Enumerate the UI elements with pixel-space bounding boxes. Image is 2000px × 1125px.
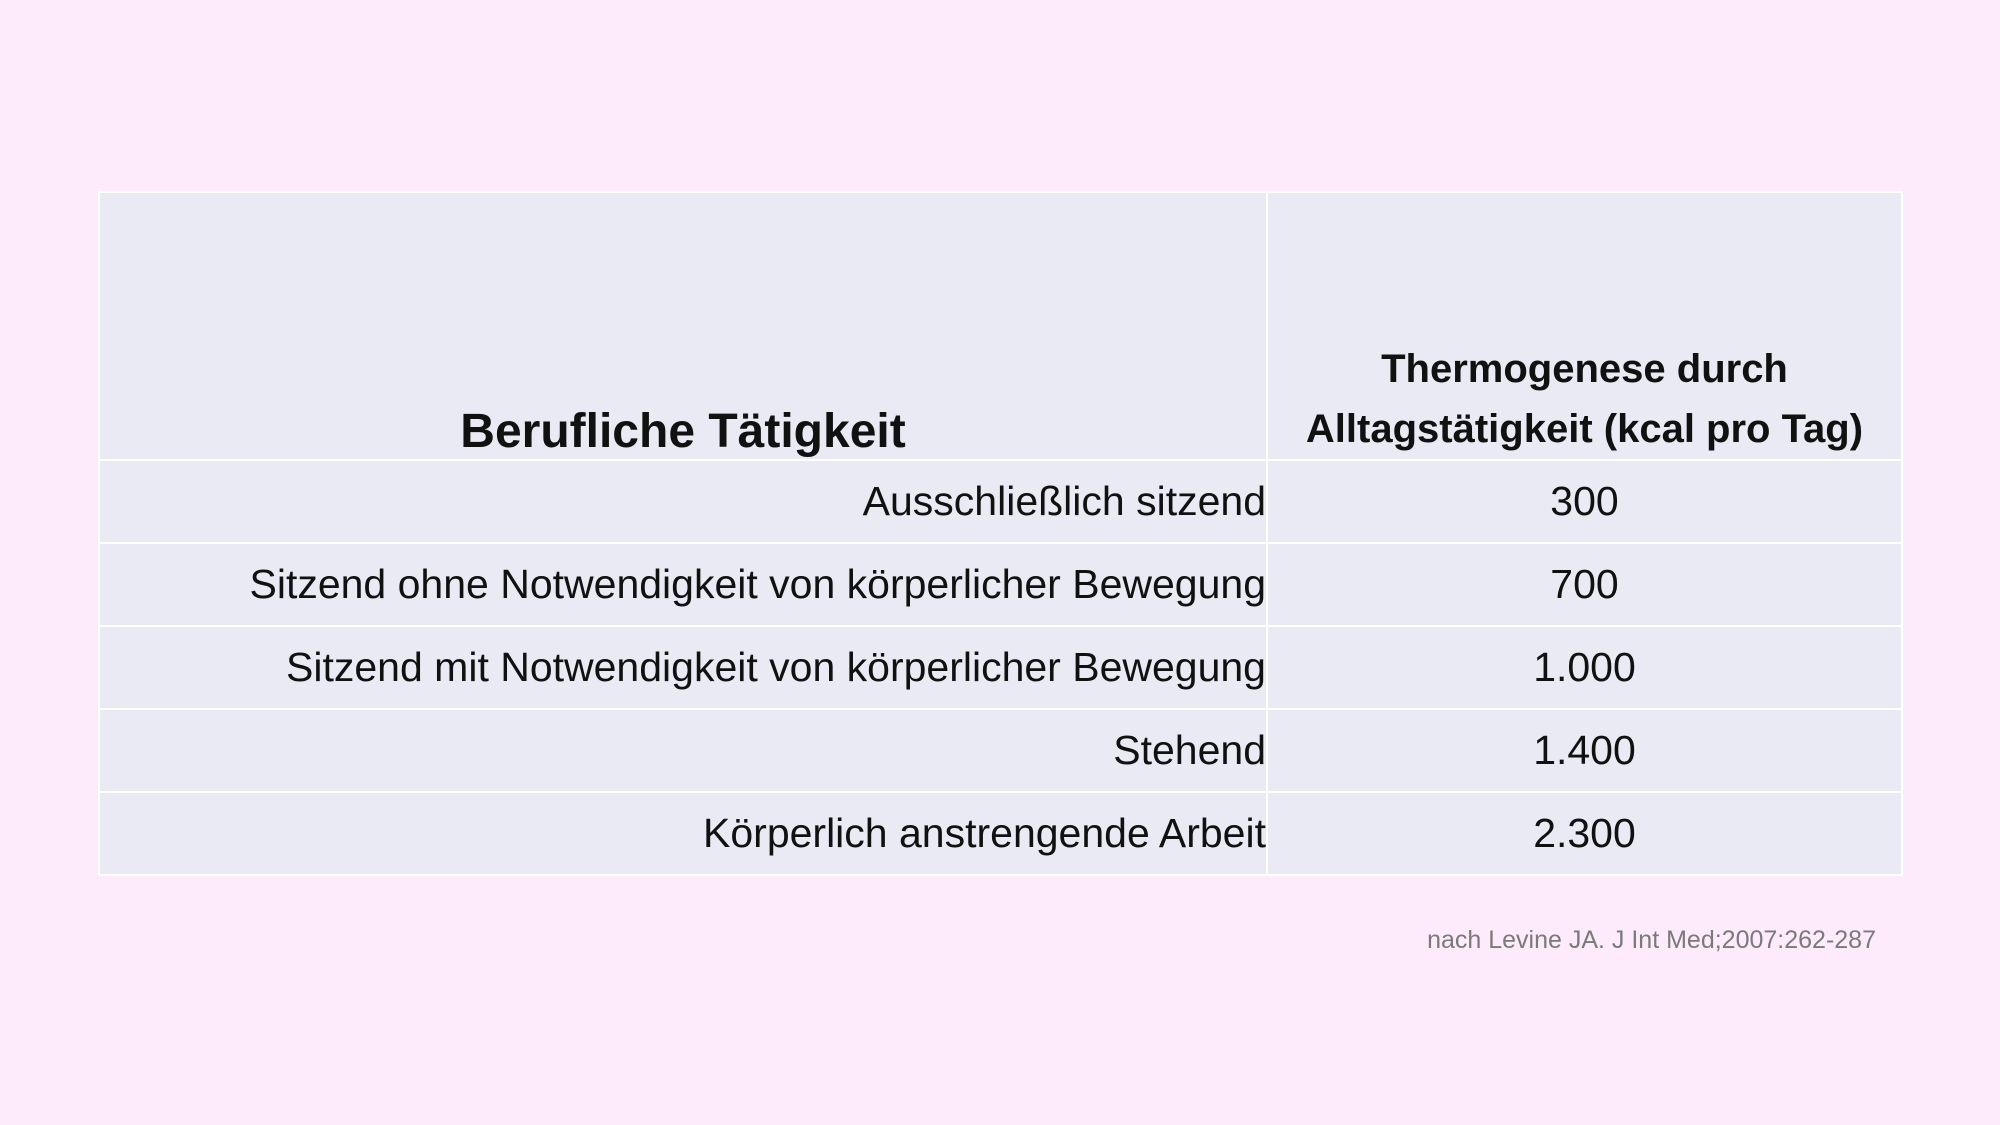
header-thermogenesis-line1: Thermogenese durch (1381, 347, 1788, 391)
row-kcal-value: 1.000 (1266, 625, 1903, 710)
table-header-row: Berufliche Tätigkeit Thermogenese durch … (98, 191, 1903, 461)
row-activity-label: Sitzend ohne Notwendigkeit von körperlic… (98, 542, 1268, 627)
row-kcal-value: 300 (1266, 459, 1903, 544)
row-kcal-value: 1.400 (1266, 708, 1903, 793)
thermogenesis-table: Berufliche Tätigkeit Thermogenese durch … (98, 191, 1903, 876)
row-activity-label: Stehend (98, 708, 1268, 793)
row-kcal-value: 2.300 (1266, 791, 1903, 876)
table-row: Sitzend mit Notwendigkeit von körperlich… (98, 625, 1903, 710)
table-row: Körperlich anstrengende Arbeit 2.300 (98, 791, 1903, 876)
table-row: Stehend 1.400 (98, 708, 1903, 793)
row-activity-label: Ausschließlich sitzend (98, 459, 1268, 544)
row-activity-label: Sitzend mit Notwendigkeit von körperlich… (98, 625, 1268, 710)
table-row: Ausschließlich sitzend 300 (98, 459, 1903, 544)
table-row: Sitzend ohne Notwendigkeit von körperlic… (98, 542, 1903, 627)
source-citation: nach Levine JA. J Int Med;2007:262-287 (1427, 926, 1876, 954)
row-kcal-value: 700 (1266, 542, 1903, 627)
header-activity: Berufliche Tätigkeit (98, 191, 1268, 461)
thermogenesis-table-container: Berufliche Tätigkeit Thermogenese durch … (98, 191, 1903, 876)
row-activity-label: Körperlich anstrengende Arbeit (98, 791, 1268, 876)
header-thermogenesis: Thermogenese durch Alltagstätigkeit (kca… (1266, 191, 1903, 461)
header-thermogenesis-line2: Alltagstätigkeit (kcal pro Tag) (1305, 407, 1864, 451)
